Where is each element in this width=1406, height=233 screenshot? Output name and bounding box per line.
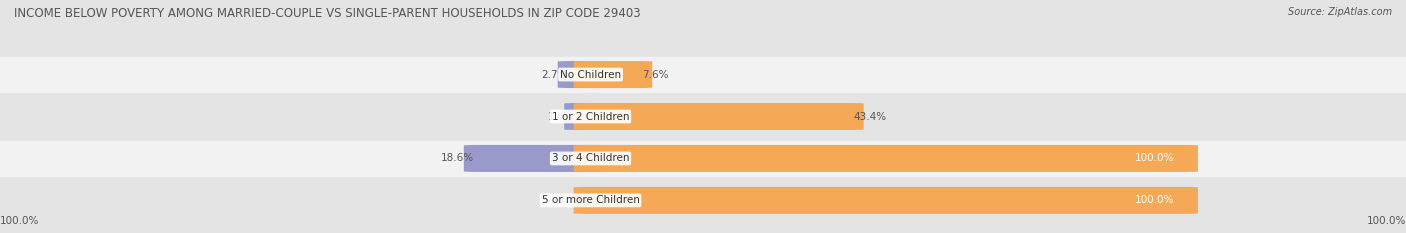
Text: 100.0%: 100.0%: [0, 216, 39, 226]
Bar: [0, 183, 1406, 218]
FancyBboxPatch shape: [464, 145, 607, 172]
FancyBboxPatch shape: [574, 145, 1198, 172]
Text: 0.0%: 0.0%: [557, 195, 583, 205]
Text: 3 or 4 Children: 3 or 4 Children: [551, 154, 630, 163]
Text: INCOME BELOW POVERTY AMONG MARRIED-COUPLE VS SINGLE-PARENT HOUSEHOLDS IN ZIP COD: INCOME BELOW POVERTY AMONG MARRIED-COUPL…: [14, 7, 641, 20]
Text: 100.0%: 100.0%: [1135, 154, 1174, 163]
Text: 7.6%: 7.6%: [643, 70, 669, 79]
FancyBboxPatch shape: [574, 61, 652, 88]
Text: Source: ZipAtlas.com: Source: ZipAtlas.com: [1288, 7, 1392, 17]
Bar: [0, 99, 1406, 134]
FancyBboxPatch shape: [564, 103, 607, 130]
FancyBboxPatch shape: [574, 103, 863, 130]
Text: No Children: No Children: [560, 70, 621, 79]
Text: 5 or more Children: 5 or more Children: [541, 195, 640, 205]
Text: 18.6%: 18.6%: [440, 154, 474, 163]
Text: 100.0%: 100.0%: [1135, 195, 1174, 205]
Bar: [0, 57, 1406, 92]
Text: 1 or 2 Children: 1 or 2 Children: [551, 112, 630, 121]
Text: 2.7%: 2.7%: [541, 70, 568, 79]
FancyBboxPatch shape: [558, 61, 607, 88]
FancyBboxPatch shape: [574, 187, 1198, 214]
Bar: [0, 141, 1406, 176]
Text: 43.4%: 43.4%: [853, 112, 887, 121]
Text: 1.6%: 1.6%: [547, 112, 574, 121]
Text: 100.0%: 100.0%: [1367, 216, 1406, 226]
